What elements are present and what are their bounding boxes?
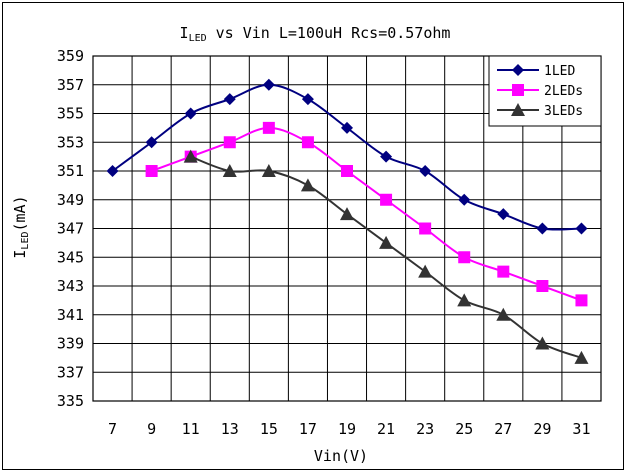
grid xyxy=(92,55,602,402)
x-tick-label: 23 xyxy=(416,420,434,438)
data-point-2leds xyxy=(458,251,471,264)
y-axis-label-sub: LED xyxy=(20,232,31,250)
data-point-1led xyxy=(497,208,510,221)
y-tick-label: 347 xyxy=(57,220,84,238)
legend-marker-1led xyxy=(512,64,524,76)
data-point-1led xyxy=(380,150,393,163)
data-point-3leds xyxy=(496,307,511,321)
y-tick-label: 353 xyxy=(57,133,84,151)
legend-marker-3leds xyxy=(511,103,525,116)
data-point-2leds xyxy=(301,136,314,149)
data-point-1led xyxy=(145,136,158,149)
x-tick-label: 25 xyxy=(455,420,473,438)
chart-title-main: I xyxy=(180,24,189,42)
legend-label-3leds: 3LEDs xyxy=(544,104,583,119)
series-layer xyxy=(106,78,589,364)
data-point-2leds xyxy=(380,193,393,206)
x-axis-ticks: 7 9 11 13 15 17 19 21 23 25 27 29 31 xyxy=(108,420,590,438)
x-axis-label: Vin(V) xyxy=(314,447,368,465)
x-tick-label: 9 xyxy=(147,420,156,438)
chart-title-rest: vs Vin L=100uH Rcs=0.57ohm xyxy=(207,24,451,42)
y-tick-label: 357 xyxy=(57,76,84,94)
y-tick-label: 341 xyxy=(57,306,84,324)
data-point-2leds xyxy=(145,165,158,177)
y-tick-label: 339 xyxy=(57,335,84,353)
data-point-2leds xyxy=(419,222,432,235)
legend-label-2leds: 2LEDs xyxy=(544,84,583,99)
y-tick-label: 335 xyxy=(57,392,84,410)
data-point-2leds xyxy=(575,294,588,307)
y-axis-label-main: I xyxy=(11,250,29,259)
y-tick-label: 349 xyxy=(57,191,84,209)
data-point-3leds xyxy=(222,164,237,177)
y-axis-ticks: 335 337 339 341 343 345 347 349 351 353 355 357 359 xyxy=(57,47,84,410)
x-tick-label: 11 xyxy=(182,420,200,438)
data-point-3leds xyxy=(379,235,394,249)
data-point-1led xyxy=(341,121,353,134)
x-tick-label: 13 xyxy=(221,420,239,438)
x-tick-label: 7 xyxy=(108,420,117,438)
x-tick-label: 31 xyxy=(572,420,590,438)
x-tick-label: 21 xyxy=(377,420,395,438)
y-axis-label: ILED(mA) xyxy=(11,195,31,258)
data-point-1led xyxy=(575,222,588,235)
chart-title: ILED vs Vin L=100uH Rcs=0.57ohm xyxy=(180,24,451,44)
x-tick-label: 27 xyxy=(494,420,512,438)
data-point-2leds xyxy=(497,265,510,278)
plot-area xyxy=(92,55,602,402)
data-point-1led xyxy=(536,222,549,235)
data-point-3leds xyxy=(574,350,589,364)
data-point-3leds xyxy=(183,149,198,163)
y-tick-label: 359 xyxy=(57,47,84,65)
data-point-2leds xyxy=(536,280,549,292)
data-point-1led xyxy=(223,93,236,106)
data-point-1led xyxy=(106,165,119,177)
data-point-3leds xyxy=(300,178,315,192)
y-tick-label: 337 xyxy=(57,363,84,381)
data-point-1led xyxy=(458,193,471,206)
chart-title-sub: LED xyxy=(189,33,207,44)
data-point-1led xyxy=(419,165,432,177)
x-tick-label: 19 xyxy=(338,420,356,438)
x-tick-label: 15 xyxy=(260,420,278,438)
data-point-3leds xyxy=(535,336,550,350)
x-tick-label: 29 xyxy=(533,420,551,438)
legend-label-1led: 1LED xyxy=(544,64,575,79)
data-point-1led xyxy=(262,78,275,91)
legend-marker-2leds xyxy=(512,84,524,96)
data-point-3leds xyxy=(340,207,354,221)
legend: 1LED 2LEDs 3LEDs xyxy=(488,55,602,127)
data-point-3leds xyxy=(261,164,276,177)
y-tick-label: 351 xyxy=(57,162,84,180)
x-tick-label: 17 xyxy=(299,420,317,438)
data-point-2leds xyxy=(262,121,275,134)
data-point-3leds xyxy=(457,293,472,307)
data-point-2leds xyxy=(223,136,236,149)
y-tick-label: 343 xyxy=(57,277,84,295)
data-point-3leds xyxy=(418,264,433,278)
y-tick-label: 345 xyxy=(57,248,84,266)
data-point-1led xyxy=(184,107,197,120)
data-point-2leds xyxy=(341,165,353,177)
y-tick-label: 355 xyxy=(57,105,84,123)
y-axis-label-rest: (mA) xyxy=(11,195,29,231)
data-point-1led xyxy=(301,93,314,106)
